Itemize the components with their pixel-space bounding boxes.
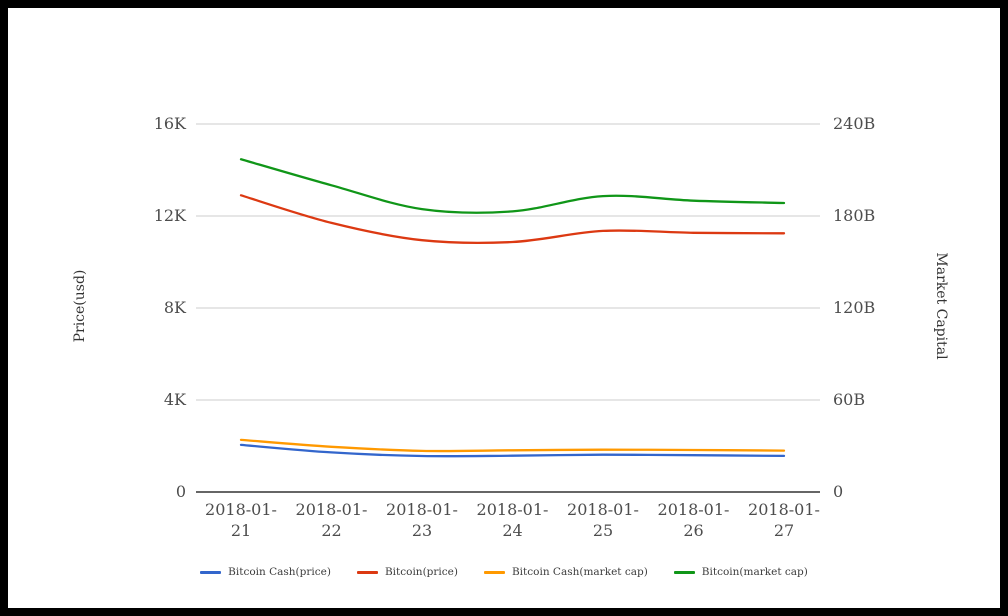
series-line-2 bbox=[239, 438, 786, 453]
left-tick-label: 0 bbox=[175, 482, 186, 501]
right-tick-label: 60B bbox=[833, 390, 866, 409]
chart-legend: Bitcoin Cash(price) Bitcoin(price) Bitcoin… bbox=[8, 566, 1000, 578]
legend-label: Bitcoin Cash(market cap) bbox=[511, 566, 648, 578]
legend-label: Bitcoin Cash(price) bbox=[228, 566, 331, 578]
left-tick-label: 12K bbox=[153, 206, 186, 225]
legend-item-3[interactable]: Bitcoin(market cap) bbox=[673, 566, 808, 578]
series-line-1 bbox=[239, 194, 786, 245]
legend-swatch-icon bbox=[673, 570, 695, 574]
right-tick-label: 240B bbox=[833, 114, 876, 133]
right-tick-label: 180B bbox=[833, 206, 876, 225]
x-tick-label: 2018-01-25 bbox=[567, 500, 639, 540]
series-line-0 bbox=[239, 443, 786, 458]
legend-label: Bitcoin(price) bbox=[384, 566, 458, 578]
chart-canvas bbox=[196, 123, 820, 493]
x-tick-label: 2018-01-21 bbox=[205, 500, 277, 540]
legend-swatch-icon bbox=[356, 570, 378, 574]
x-tick-label: 2018-01-26 bbox=[657, 500, 730, 540]
right-tick-label: 0 bbox=[833, 482, 844, 501]
x-tick-label: 2018-01-22 bbox=[295, 500, 368, 540]
series-line-3 bbox=[239, 158, 786, 214]
left-axis-title: Price(usd) bbox=[72, 269, 88, 343]
x-tick-label: 2018-01-24 bbox=[476, 500, 549, 540]
legend-swatch-icon bbox=[483, 570, 505, 574]
legend-item-1[interactable]: Bitcoin(price) bbox=[356, 566, 458, 578]
x-tick-label: 2018-01-27 bbox=[748, 500, 820, 540]
legend-label: Bitcoin(market cap) bbox=[701, 566, 808, 578]
x-tick-label: 2018-01-23 bbox=[386, 500, 458, 540]
right-axis-title: Market Capital bbox=[933, 252, 949, 360]
legend-swatch-icon bbox=[200, 570, 222, 574]
left-tick-label: 8K bbox=[163, 298, 186, 317]
left-tick-label: 16K bbox=[153, 114, 186, 133]
legend-item-0[interactable]: Bitcoin Cash(price) bbox=[200, 566, 331, 578]
line-chart: Price(usd) Market Capital 0 4K 8K 12K 16K 0 6… bbox=[8, 8, 1000, 608]
legend-item-2[interactable]: Bitcoin Cash(market cap) bbox=[483, 566, 648, 578]
right-tick-label: 120B bbox=[833, 298, 876, 317]
left-tick-label: 4K bbox=[163, 390, 186, 409]
